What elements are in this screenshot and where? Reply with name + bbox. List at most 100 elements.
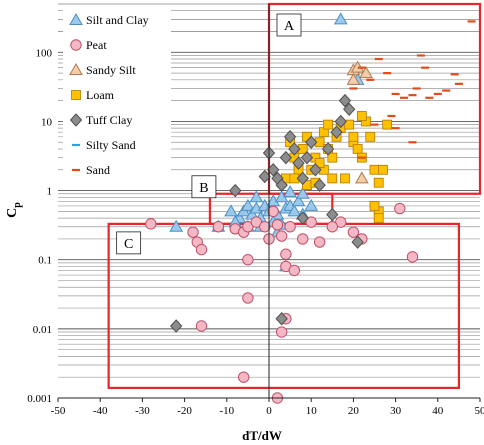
data-point [321,142,335,156]
data-point [354,171,369,184]
axes [57,4,481,402]
data-point [365,131,376,142]
data-point [271,219,284,231]
legend-entry: Loam [71,88,115,102]
x-tick-label: 50 [475,405,484,417]
region-label: C [124,237,133,252]
x-tick-label: -10 [219,405,234,417]
legend-label: Sand [86,163,110,177]
data-point [212,221,225,233]
legend-marker [71,90,81,100]
data-point [187,226,199,238]
legend-label: Tuff Clay [86,113,132,127]
data-point [275,326,288,338]
legend-entry: Sand [72,163,110,177]
x-tick-label: 30 [390,405,402,417]
series-sandy-silt [346,60,373,184]
series-peat [145,202,419,404]
data-point [297,233,309,245]
data-point [224,204,238,217]
data-point [267,205,279,218]
y-axis-label-sub: p [12,202,23,208]
data-point [340,173,350,184]
x-tick-label: -20 [177,405,192,417]
data-point [334,114,347,129]
svg-text:Cp: Cp [5,202,23,218]
data-point [369,201,380,211]
data-point [284,221,296,233]
data-point [373,213,384,224]
y-tick-label: 1 [47,186,53,198]
data-point [309,163,322,177]
legend-marker [69,62,83,75]
y-tick-label: 0.001 [27,393,52,405]
data-point [314,158,325,168]
legend-marker [69,113,83,127]
region-label: B [199,181,208,196]
legend-entry: Silty Sand [72,138,136,152]
legend-label: Loam [86,88,115,102]
series-tuff-clay [169,93,364,333]
data-point [330,125,343,139]
y-tick-label: 100 [36,47,53,59]
data-point [296,171,309,186]
data-point [305,216,317,228]
data-point [249,190,264,203]
data-point [195,320,208,332]
data-point [351,235,364,249]
region-label-box [116,231,142,255]
data-point [296,211,309,225]
data-point [288,142,301,156]
data-point [344,119,355,130]
x-axis-label: dT/dW [242,428,282,443]
tick-labels: -50 -40 -30 -20 -10 0 10 20 30 40 50 0.001 0.01 0.1 1 1… [27,47,484,417]
region-label-box [191,175,217,199]
data-point [305,135,318,150]
data-point [288,264,301,277]
legend-label: Peat [86,38,107,52]
data-point [382,119,393,130]
data-point [359,66,373,79]
data-point [343,102,356,117]
data-point [283,130,297,144]
data-point [326,207,339,222]
y-tick-label: 0.01 [33,324,52,336]
data-point [241,198,255,211]
y-tick-label: 0.1 [38,255,52,267]
data-point [356,111,367,121]
legend-box [63,8,171,190]
x-tick-label: -30 [135,405,150,417]
data-point [292,156,305,170]
data-point [169,319,183,333]
data-point [195,243,208,256]
data-point [229,183,242,198]
data-point [313,236,326,248]
data-point [327,173,338,184]
legend-label: Silty Sand [86,138,136,152]
x-tick-label: 0 [266,405,272,417]
data-point [169,219,184,232]
data-point [145,218,157,230]
legend-marker [69,12,83,25]
data-point [287,204,302,217]
data-point [373,177,384,188]
data-point [394,202,406,215]
x-tick-label: -40 [93,405,108,417]
data-point [242,292,254,304]
x-tick-label: 40 [432,405,444,417]
data-point [267,163,280,177]
y-tick-label: 10 [41,116,53,128]
data-point [275,312,288,326]
legend: Silt and Clay Peat Sandy Silt Loam Tuff Clay… [63,8,171,190]
data-point [347,226,360,238]
x-tick-label: -50 [51,405,66,417]
data-point [326,221,338,233]
data-point [279,150,293,165]
legend-entry: Silt and Clay [69,12,149,27]
data-point [406,251,419,263]
data-point [338,93,352,108]
y-axis-label: Cp [5,202,23,218]
x-tick-label: 10 [306,405,318,417]
region-c [107,222,461,389]
